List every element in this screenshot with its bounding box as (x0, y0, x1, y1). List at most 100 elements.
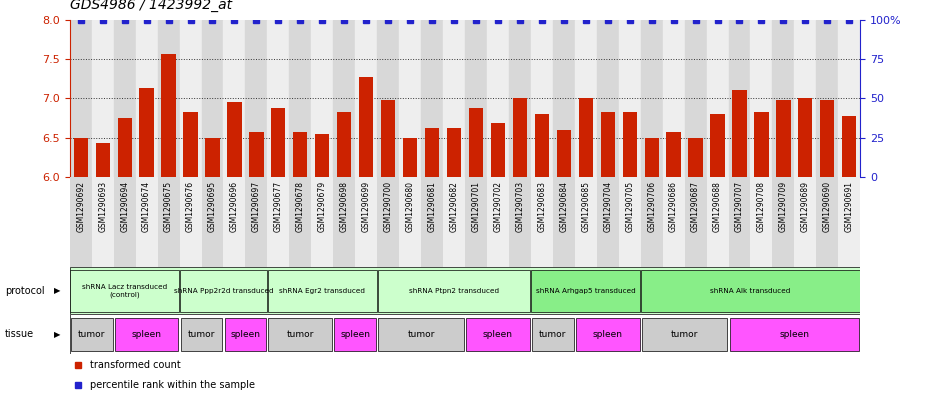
Text: GSM1290688: GSM1290688 (713, 182, 722, 232)
Bar (531, 20, 552, 177)
Bar (794, 20, 817, 177)
Bar (730, 318, 859, 351)
Bar (597, 177, 618, 267)
Bar (246, 177, 267, 267)
Text: GSM1290691: GSM1290691 (844, 182, 854, 232)
Bar (179, 177, 202, 267)
Bar (70, 270, 179, 312)
Text: GSM1290678: GSM1290678 (296, 182, 305, 232)
Bar (157, 20, 179, 177)
Bar (777, 100, 790, 177)
Bar (557, 130, 571, 177)
Bar (202, 177, 223, 267)
Bar (315, 134, 329, 177)
Bar (667, 132, 681, 177)
Bar (618, 177, 641, 267)
Bar (794, 177, 817, 267)
Bar (531, 177, 552, 267)
Bar (798, 98, 813, 177)
Text: shRNA Lacz transduced
(control): shRNA Lacz transduced (control) (82, 284, 167, 298)
Bar (113, 20, 136, 177)
Text: GSM1290693: GSM1290693 (99, 182, 107, 233)
Bar (180, 318, 222, 351)
Bar (707, 20, 728, 177)
Bar (403, 138, 418, 177)
Bar (71, 318, 113, 351)
Text: tumor: tumor (671, 330, 698, 338)
Text: GSM1290700: GSM1290700 (384, 182, 392, 233)
Bar (597, 20, 618, 177)
Bar (289, 177, 312, 267)
Text: spleen: spleen (340, 330, 370, 338)
Bar (224, 318, 266, 351)
Bar (487, 20, 509, 177)
Bar (359, 77, 373, 177)
Bar (838, 20, 860, 177)
Bar (267, 177, 289, 267)
Bar (751, 177, 773, 267)
Bar (335, 318, 376, 351)
Text: spleen: spleen (483, 330, 513, 338)
Bar (575, 20, 597, 177)
Text: GSM1290687: GSM1290687 (691, 182, 700, 232)
Bar (644, 138, 658, 177)
Bar (223, 20, 246, 177)
Bar (136, 177, 157, 267)
Text: GSM1290701: GSM1290701 (472, 182, 481, 232)
Bar (70, 20, 92, 177)
Bar (641, 20, 662, 177)
Bar (378, 177, 399, 267)
Text: GSM1290674: GSM1290674 (142, 182, 151, 233)
Text: tumor: tumor (78, 330, 105, 338)
Bar (333, 177, 355, 267)
Bar (754, 112, 768, 177)
Bar (312, 20, 333, 177)
Text: shRNA Ppp2r2d transduced: shRNA Ppp2r2d transduced (174, 288, 273, 294)
Bar (662, 177, 684, 267)
Text: GSM1290682: GSM1290682 (449, 182, 458, 232)
Text: ▶: ▶ (55, 286, 60, 295)
Bar (399, 177, 421, 267)
Text: tumor: tumor (188, 330, 215, 338)
Text: protocol: protocol (5, 286, 45, 296)
Bar (70, 177, 92, 267)
Text: tumor: tumor (286, 330, 314, 338)
Text: spleen: spleen (592, 330, 623, 338)
Bar (466, 318, 530, 351)
Bar (399, 20, 421, 177)
Bar (92, 177, 113, 267)
Text: GSM1290702: GSM1290702 (494, 182, 502, 232)
Text: shRNA Ptpn2 transduced: shRNA Ptpn2 transduced (409, 288, 499, 294)
Text: GSM1290706: GSM1290706 (647, 182, 657, 233)
Bar (162, 54, 176, 177)
Text: shRNA Alk transduced: shRNA Alk transduced (711, 288, 790, 294)
Bar (136, 20, 157, 177)
Text: GSM1290675: GSM1290675 (164, 182, 173, 233)
Bar (355, 177, 378, 267)
Bar (378, 270, 530, 312)
Text: GSM1290694: GSM1290694 (120, 182, 129, 233)
Bar (443, 20, 465, 177)
Text: GSM1290699: GSM1290699 (362, 182, 371, 233)
Bar (707, 177, 728, 267)
Text: GSM1290686: GSM1290686 (669, 182, 678, 232)
Text: GSM1290698: GSM1290698 (339, 182, 349, 232)
Bar (838, 177, 860, 267)
Text: GSM1290703: GSM1290703 (515, 182, 525, 233)
Bar (817, 177, 838, 267)
Bar (443, 177, 465, 267)
Bar (843, 116, 857, 177)
Text: GSM1290707: GSM1290707 (735, 182, 744, 233)
Bar (114, 318, 179, 351)
Bar (202, 20, 223, 177)
Text: tumor: tumor (407, 330, 434, 338)
Bar (269, 318, 332, 351)
Text: shRNA Egr2 transduced: shRNA Egr2 transduced (279, 288, 365, 294)
Bar (223, 177, 246, 267)
Bar (728, 20, 751, 177)
Bar (509, 20, 531, 177)
Bar (618, 20, 641, 177)
Bar (381, 100, 395, 177)
Bar (267, 20, 289, 177)
Text: GSM1290689: GSM1290689 (801, 182, 810, 232)
